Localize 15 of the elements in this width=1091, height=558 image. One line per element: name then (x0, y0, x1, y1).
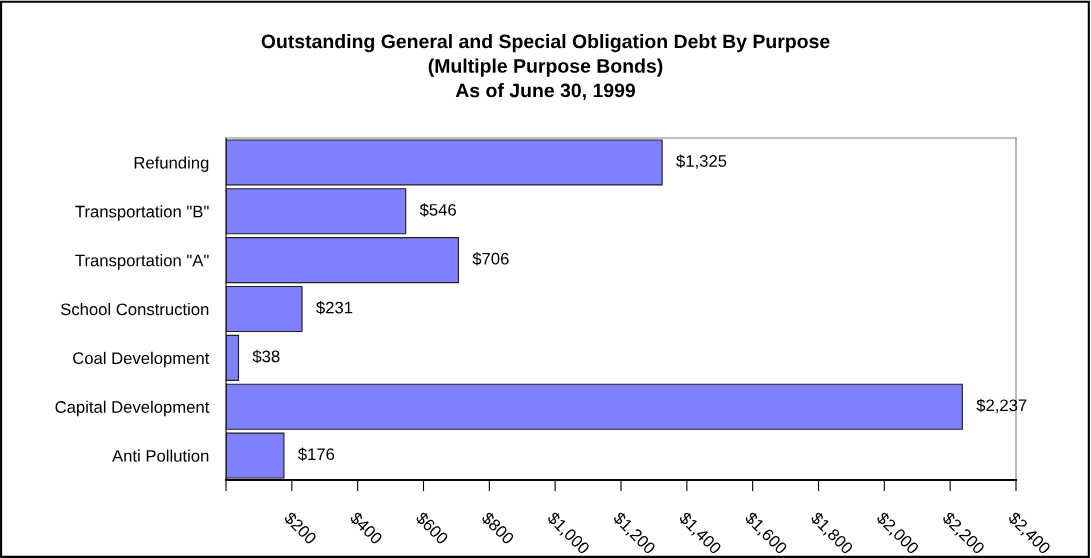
y-tick-label: Transportation "A" (75, 254, 209, 270)
y-tick-label: Coal Development (73, 351, 210, 368)
y-tick-label: Capital Development (55, 400, 210, 417)
data-label: $2,237 (976, 398, 1027, 414)
data-label: $546 (419, 203, 456, 217)
y-tick-label: Refunding (134, 156, 209, 172)
y-tick-label: Anti Pollution (112, 449, 209, 462)
data-label: $176 (298, 447, 335, 462)
data-label: $38 (252, 349, 280, 364)
data-label: $231 (316, 300, 353, 315)
data-label: $706 (472, 252, 509, 266)
y-tick-label: Transportation "B" (75, 205, 209, 221)
chart-title: Outstanding General and Special Obligation Debt By Purpose (Multiple Purpose Bonds) As of June 30, 1999 (261, 34, 830, 101)
y-tick-label: School Construction (60, 302, 209, 316)
data-label: $1,325 (676, 154, 727, 169)
